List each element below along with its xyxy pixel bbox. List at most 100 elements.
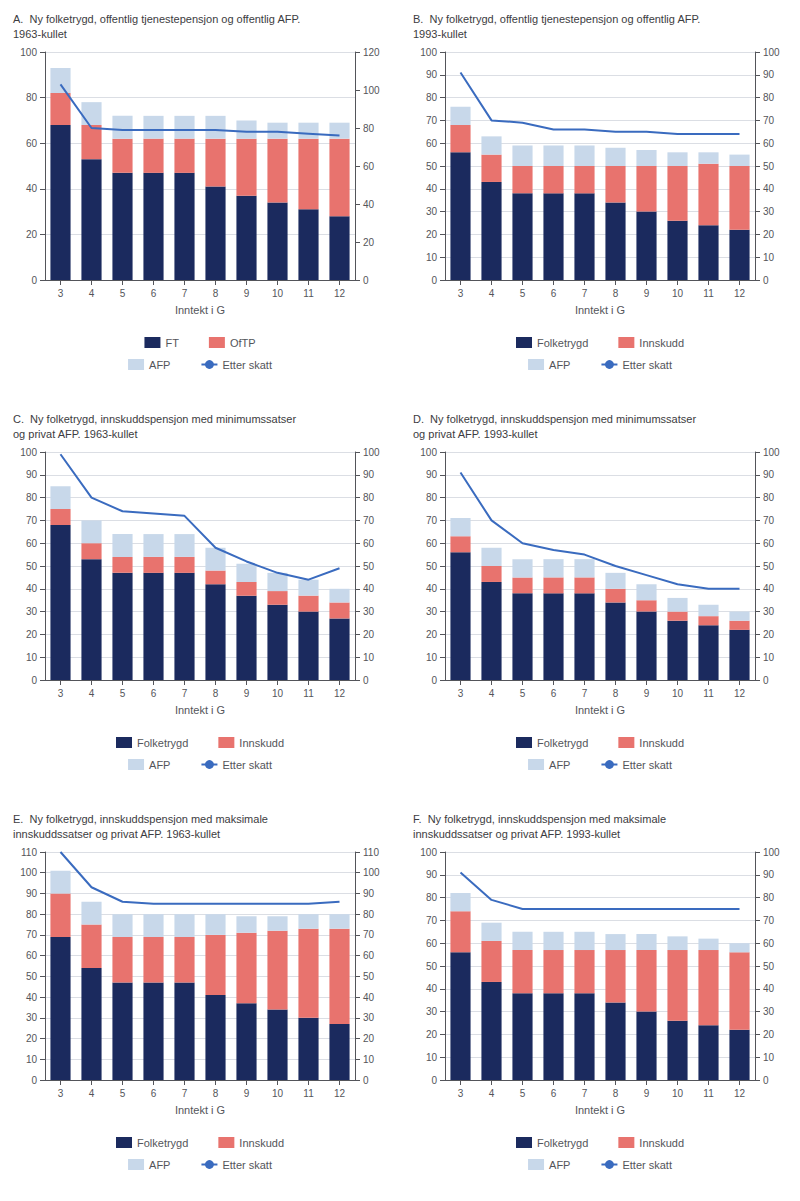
svg-text:Etter skatt: Etter skatt	[622, 759, 672, 771]
svg-text:11: 11	[303, 1088, 314, 1099]
svg-text:30: 30	[26, 1012, 38, 1023]
svg-text:20: 20	[26, 629, 38, 640]
svg-text:AFP: AFP	[549, 359, 570, 371]
svg-text:10: 10	[363, 1054, 375, 1065]
svg-text:10: 10	[26, 652, 38, 663]
svg-text:4: 4	[489, 288, 495, 299]
svg-text:90: 90	[363, 888, 375, 899]
svg-text:70: 70	[26, 515, 38, 526]
svg-text:40: 40	[26, 183, 38, 194]
svg-text:10: 10	[426, 252, 438, 263]
svg-text:60: 60	[426, 938, 438, 949]
svg-text:80: 80	[26, 492, 38, 503]
svg-text:8: 8	[213, 1088, 219, 1099]
svg-text:Innskudd: Innskudd	[639, 1137, 684, 1149]
svg-text:Folketrygd: Folketrygd	[537, 1137, 588, 1149]
svg-text:9: 9	[244, 1088, 250, 1099]
svg-text:5: 5	[520, 688, 526, 699]
svg-text:10: 10	[272, 1088, 284, 1099]
svg-text:6: 6	[151, 688, 157, 699]
svg-text:60: 60	[426, 538, 438, 549]
svg-text:80: 80	[426, 492, 438, 503]
svg-text:80: 80	[26, 92, 38, 103]
svg-text:20: 20	[763, 229, 775, 240]
svg-text:0: 0	[363, 275, 369, 286]
svg-text:9: 9	[244, 288, 250, 299]
svg-text:Innskudd: Innskudd	[239, 1137, 284, 1149]
svg-text:Folketrygd: Folketrygd	[537, 337, 588, 349]
svg-text:6: 6	[551, 688, 557, 699]
svg-text:20: 20	[363, 629, 375, 640]
svg-text:10: 10	[363, 652, 375, 663]
svg-text:10: 10	[272, 288, 284, 299]
svg-text:D. Ny folketrygd, innskuddspe: D. Ny folketrygd, innskuddspensjon med m…	[413, 413, 696, 425]
svg-text:100: 100	[20, 47, 37, 58]
svg-text:Etter skatt: Etter skatt	[622, 1159, 672, 1171]
svg-text:4: 4	[89, 688, 95, 699]
svg-text:11: 11	[703, 1088, 714, 1099]
svg-text:10: 10	[426, 652, 438, 663]
svg-text:80: 80	[763, 92, 775, 103]
svg-text:20: 20	[26, 229, 38, 240]
svg-text:og privat AFP. 1993-kullet: og privat AFP. 1993-kullet	[413, 428, 538, 440]
svg-text:30: 30	[426, 206, 438, 217]
svg-text:50: 50	[26, 561, 38, 572]
svg-text:50: 50	[763, 561, 775, 572]
svg-text:100: 100	[420, 447, 437, 458]
svg-text:60: 60	[26, 538, 38, 549]
svg-text:11: 11	[703, 288, 714, 299]
svg-text:6: 6	[151, 1088, 157, 1099]
svg-text:innskuddssatser og privat AFP.: innskuddssatser og privat AFP. 1993-kull…	[413, 828, 620, 840]
svg-text:60: 60	[763, 138, 775, 149]
svg-text:Etter skatt: Etter skatt	[222, 759, 272, 771]
svg-text:40: 40	[426, 983, 438, 994]
svg-text:70: 70	[763, 515, 775, 526]
svg-text:90: 90	[426, 469, 438, 480]
svg-text:60: 60	[26, 138, 38, 149]
svg-text:100: 100	[363, 447, 380, 458]
svg-text:100: 100	[363, 867, 380, 878]
svg-text:3: 3	[58, 1088, 64, 1099]
svg-text:5: 5	[520, 288, 526, 299]
svg-text:Inntekt i G: Inntekt i G	[175, 304, 225, 316]
svg-text:20: 20	[363, 237, 375, 248]
svg-text:50: 50	[763, 161, 775, 172]
svg-text:90: 90	[763, 69, 775, 80]
svg-text:0: 0	[363, 675, 369, 686]
svg-text:20: 20	[426, 229, 438, 240]
svg-text:40: 40	[763, 183, 775, 194]
svg-text:4: 4	[489, 688, 495, 699]
svg-text:100: 100	[420, 847, 437, 858]
svg-text:0: 0	[763, 1075, 769, 1086]
svg-text:8: 8	[613, 1088, 619, 1099]
svg-text:7: 7	[182, 688, 188, 699]
svg-text:10: 10	[763, 252, 775, 263]
svg-text:6: 6	[551, 288, 557, 299]
svg-text:10: 10	[426, 1052, 438, 1063]
svg-text:80: 80	[763, 492, 775, 503]
svg-text:Etter skatt: Etter skatt	[222, 1159, 272, 1171]
svg-text:40: 40	[363, 992, 375, 1003]
svg-text:40: 40	[26, 583, 38, 594]
svg-text:0: 0	[763, 675, 769, 686]
svg-text:10: 10	[763, 1052, 775, 1063]
svg-text:20: 20	[763, 1029, 775, 1040]
svg-text:Innskudd: Innskudd	[639, 337, 684, 349]
svg-text:120: 120	[363, 47, 380, 58]
svg-text:4: 4	[489, 1088, 495, 1099]
svg-text:80: 80	[426, 92, 438, 103]
svg-text:70: 70	[426, 515, 438, 526]
svg-text:80: 80	[363, 492, 375, 503]
svg-text:6: 6	[151, 288, 157, 299]
svg-text:12: 12	[734, 1088, 746, 1099]
svg-text:innskuddssatser og privat AFP.: innskuddssatser og privat AFP. 1963-kull…	[13, 828, 220, 840]
svg-text:60: 60	[363, 161, 375, 172]
svg-text:60: 60	[363, 950, 375, 961]
svg-text:30: 30	[363, 1012, 375, 1023]
svg-text:Innskudd: Innskudd	[239, 737, 284, 749]
svg-text:12: 12	[334, 688, 346, 699]
svg-text:90: 90	[763, 469, 775, 480]
svg-text:3: 3	[58, 688, 64, 699]
svg-text:30: 30	[763, 206, 775, 217]
svg-text:70: 70	[763, 915, 775, 926]
